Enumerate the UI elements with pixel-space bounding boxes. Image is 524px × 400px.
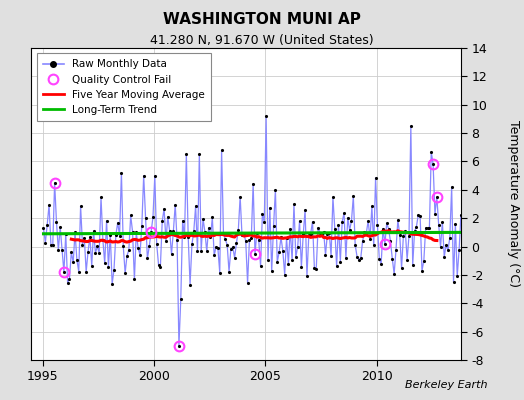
Legend: Raw Monthly Data, Quality Control Fail, Five Year Moving Average, Long-Term Tren: Raw Monthly Data, Quality Control Fail, … (37, 53, 211, 121)
Text: Berkeley Earth: Berkeley Earth (405, 380, 487, 390)
Y-axis label: Temperature Anomaly (°C): Temperature Anomaly (°C) (507, 120, 520, 288)
Text: 41.280 N, 91.670 W (United States): 41.280 N, 91.670 W (United States) (150, 34, 374, 47)
Text: WASHINGTON MUNI AP: WASHINGTON MUNI AP (163, 12, 361, 27)
